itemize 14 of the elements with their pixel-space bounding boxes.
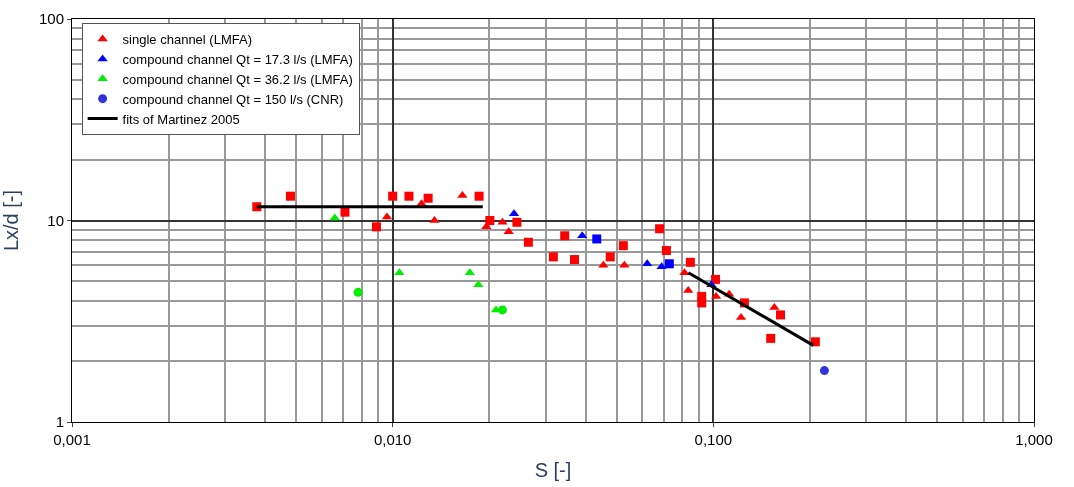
legend-label: fits of Martinez 2005 [122,111,240,127]
x-tick-label: 0,010 [373,431,412,448]
legend-label: compound channel Qt = 17.3 l/s (LMFA) [122,51,353,67]
y-axis-title: Lx/d [-] [0,189,22,252]
legend-label: compound channel Qt = 36.2 l/s (LMFA) [122,71,353,87]
x-tick-label: 0,001 [53,431,91,448]
y-tick-label: 100 [38,10,64,28]
y-tick-label: 10 [47,211,64,229]
x-tick-label: 1,000 [1015,431,1053,448]
legend-label: compound channel Qt = 150 l/s (CNR) [122,91,344,107]
x-axis-title: S [-] [534,458,572,481]
y-tick-label: 1 [55,413,64,431]
legend-label: single channel (LMFA) [122,32,252,48]
x-tick-label: 0,100 [694,431,733,448]
